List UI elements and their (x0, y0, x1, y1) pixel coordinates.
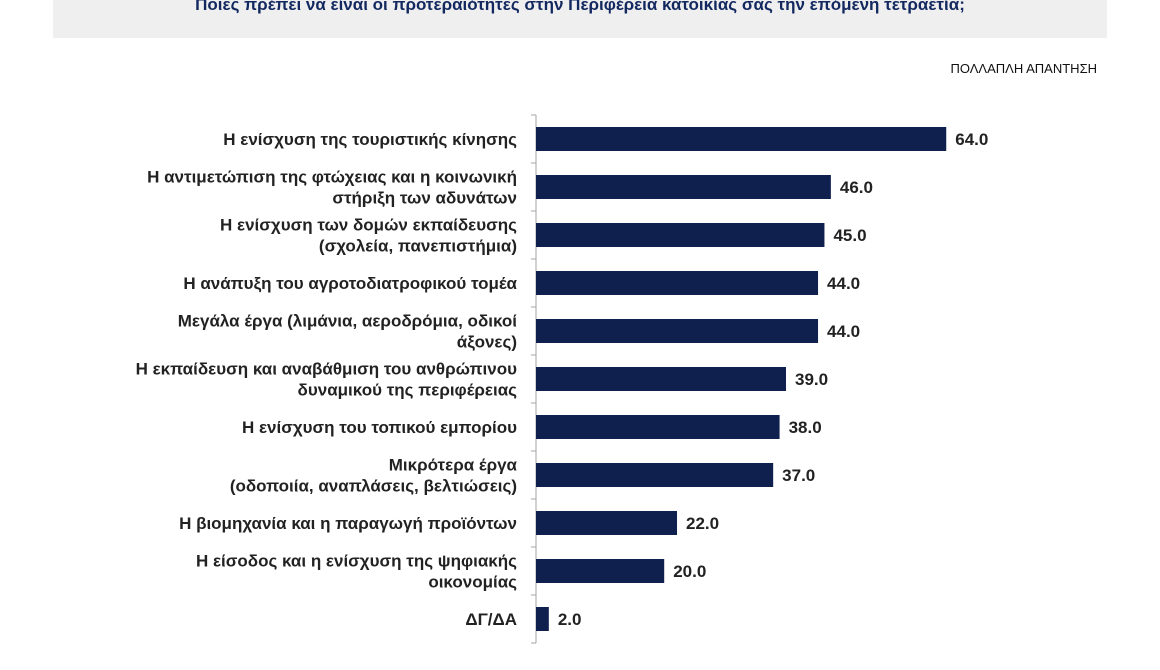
category-label-8-line-1: Μικρότερα έργα (389, 456, 518, 475)
bar-6 (536, 367, 786, 391)
data-label-1: 64.0 (955, 130, 988, 149)
data-label-6: 39.0 (795, 370, 828, 389)
bar-9 (536, 511, 678, 535)
bar-7 (536, 415, 780, 439)
multiple-answer-note: ΠΟΛΛΑΠΛΗ ΑΠΑΝΤΗΣΗ (950, 61, 1097, 76)
category-label-1: Η ενίσχυση της τουριστικής κίνησης (223, 130, 517, 149)
data-label-9: 22.0 (686, 514, 719, 533)
bar-10 (536, 559, 665, 583)
category-label-10-line-1: Η είσοδος και η ενίσχυση της ψηφιακής (196, 552, 517, 571)
data-label-11: 2.0 (558, 610, 582, 629)
category-label-10-line-2: οικονομίας (428, 573, 517, 592)
data-label-10: 20.0 (673, 562, 706, 581)
bar-1 (536, 127, 947, 151)
category-label-6-line-1: Η εκπαίδευση και αναβάθμιση του ανθρώπιν… (136, 360, 518, 379)
category-label-7: Η ενίσχυση του τοπικού εμπορίου (242, 418, 517, 437)
category-label-2-line-2: στήριξη των αδυνάτων (332, 189, 517, 208)
bar-4 (536, 271, 819, 295)
category-label-4: Η ανάπυξη του αγροτοδιατροφικού τομέα (183, 274, 517, 293)
chart-question-title: Ποιες πρέπει να είναι οι προτεραιότητες … (195, 0, 965, 14)
data-label-8: 37.0 (782, 466, 815, 485)
bar-5 (536, 319, 819, 343)
data-label-2: 46.0 (840, 178, 873, 197)
bar-2 (536, 175, 831, 199)
category-label-5-line-2: άξονες) (457, 333, 517, 352)
category-label-3-line-2: (σχολεία, πανεπιστήμια) (319, 237, 517, 256)
category-label-2-line-1: Η αντιμετώπιση της φτώχειας και η κοινων… (147, 168, 517, 187)
data-label-5: 44.0 (827, 322, 860, 341)
data-label-3: 45.0 (833, 226, 866, 245)
data-label-4: 44.0 (827, 274, 860, 293)
category-label-5-line-1: Μεγάλα έργα (λιμάνια, αεροδρόμια, οδικοί (178, 312, 518, 331)
category-label-3-line-1: Η ενίσχυση των δομών εκπαίδευσης (220, 216, 517, 235)
bar-8 (536, 463, 774, 487)
data-label-7: 38.0 (789, 418, 822, 437)
category-label-8-line-2: (οδοποιία, αναπλάσεις, βελτιώσεις) (230, 477, 517, 496)
bar-11 (536, 607, 549, 631)
category-label-6-line-2: δυναμικού της περιφέρειας (298, 381, 518, 400)
bar-3 (536, 223, 825, 247)
category-label-11: ΔΓ/ΔΑ (465, 610, 517, 629)
header-band (53, 0, 1107, 38)
category-label-9: Η βιομηχανία και η παραγωγή προϊόντων (179, 514, 517, 533)
